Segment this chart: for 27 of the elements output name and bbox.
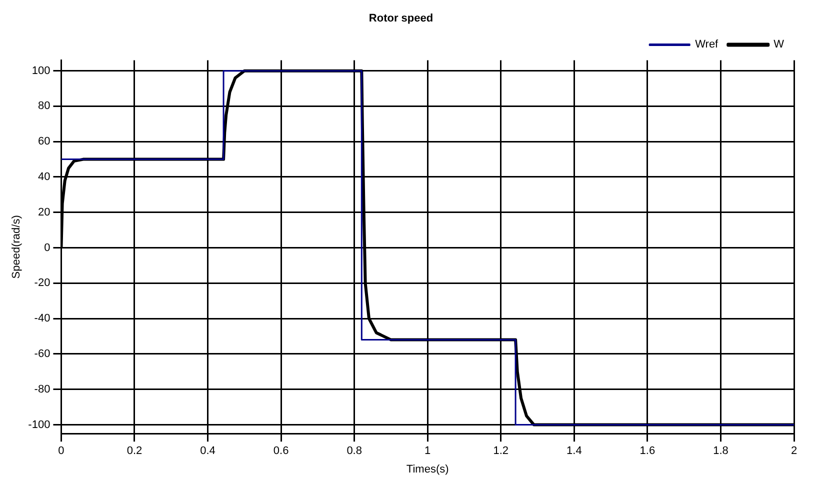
y-tick-label: 80	[38, 100, 50, 112]
x-tick-label: 1.8	[713, 445, 728, 458]
y-tick-label: -60	[34, 348, 50, 360]
x-axis-title: Times(s)	[406, 463, 449, 476]
x-tick-label: 1.6	[640, 445, 656, 458]
chart-title: Rotor speed	[368, 12, 434, 25]
legend-label: Wref	[695, 38, 720, 51]
x-tick-label: 0.2	[126, 445, 142, 458]
y-tick-label: -100	[28, 418, 50, 431]
x-tick-label: 1.4	[566, 445, 582, 458]
x-tick-label: 1	[424, 445, 431, 458]
y-tick-label: 40	[38, 171, 50, 184]
y-tick-label: 100	[32, 64, 50, 77]
x-tick-label: 0	[58, 445, 64, 458]
x-tick-label: 0.8	[346, 445, 362, 458]
x-tick-label: 1.2	[493, 445, 509, 458]
y-tick-label: -20	[34, 277, 50, 290]
y-tick-label: -80	[34, 383, 50, 396]
y-axis-title: Speed(rad/s)	[10, 215, 23, 279]
y-tick-label: 60	[38, 136, 50, 148]
x-tick-label: 0.6	[273, 445, 289, 458]
x-tick-label: 2	[790, 445, 798, 458]
x-tick-label: 0.4	[200, 445, 216, 458]
y-tick-label: -40	[34, 312, 50, 325]
y-tick-label: 0	[44, 242, 50, 254]
legend-label: W	[774, 38, 785, 51]
y-tick-label: 20	[38, 206, 50, 218]
